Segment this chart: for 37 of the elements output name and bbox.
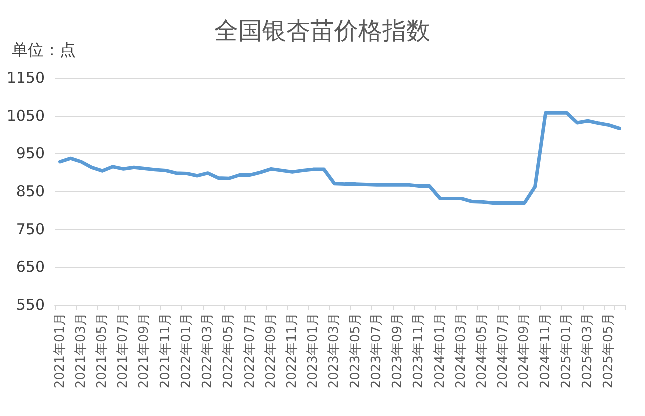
x-tick-label: 2024年03月	[454, 313, 469, 389]
y-tick-label: 850	[16, 182, 45, 200]
line-series	[58, 111, 622, 205]
x-tick-label: 2024年11月	[538, 313, 554, 389]
chart-title: 全国银杏苗价格指数	[214, 17, 430, 45]
x-tick-label: 2023年01月	[306, 313, 322, 389]
x-tick-label: 2022年07月	[242, 313, 258, 389]
x-tick-label: 2024年01月	[432, 313, 448, 389]
x-tick-label: 2025年03月	[580, 313, 596, 389]
x-tick-label: 2023年03月	[327, 313, 342, 389]
x-tick-label: 2021年11月	[158, 313, 174, 389]
x-tick-label: 2021年09月	[137, 313, 152, 389]
y-tick-label: 650	[16, 258, 45, 276]
x-tick-label: 2022年01月	[179, 313, 194, 389]
x-tick-label: 2021年01月	[52, 313, 68, 389]
x-tick-label: 2024年09月	[517, 313, 532, 389]
y-axis-title: 单位：点	[12, 40, 76, 60]
x-tick-label: 2022年09月	[264, 313, 279, 389]
x-tick-label: 2022年11月	[285, 313, 300, 389]
y-tick-label: 550	[16, 296, 45, 314]
x-tick-label: 2023年07月	[369, 313, 384, 389]
x-tick-label: 2022年05月	[222, 313, 237, 389]
y-tick-label: 950	[16, 144, 45, 163]
x-tick-label: 2023年05月	[348, 313, 364, 389]
y-tick-label: 1050	[6, 106, 45, 125]
x-tick-label: 2024年07月	[496, 313, 512, 389]
x-tick-label: 2023年11月	[412, 313, 427, 389]
x-tick-label: 2021年03月	[74, 313, 89, 389]
y-tick-label: 750	[16, 220, 45, 238]
x-tick-label: 2023年09月	[390, 313, 406, 389]
x-tick-label: 2024年05月	[475, 313, 490, 389]
x-tick-label: 2021年05月	[95, 313, 110, 389]
y-tick-label: 1150	[6, 69, 45, 87]
x-tick-label: 2022年03月	[200, 313, 216, 389]
x-tick-label: 2025年05月	[602, 313, 617, 389]
x-tick-label: 2025年01月	[559, 313, 574, 389]
x-tick-label: 2021年07月	[116, 313, 132, 389]
